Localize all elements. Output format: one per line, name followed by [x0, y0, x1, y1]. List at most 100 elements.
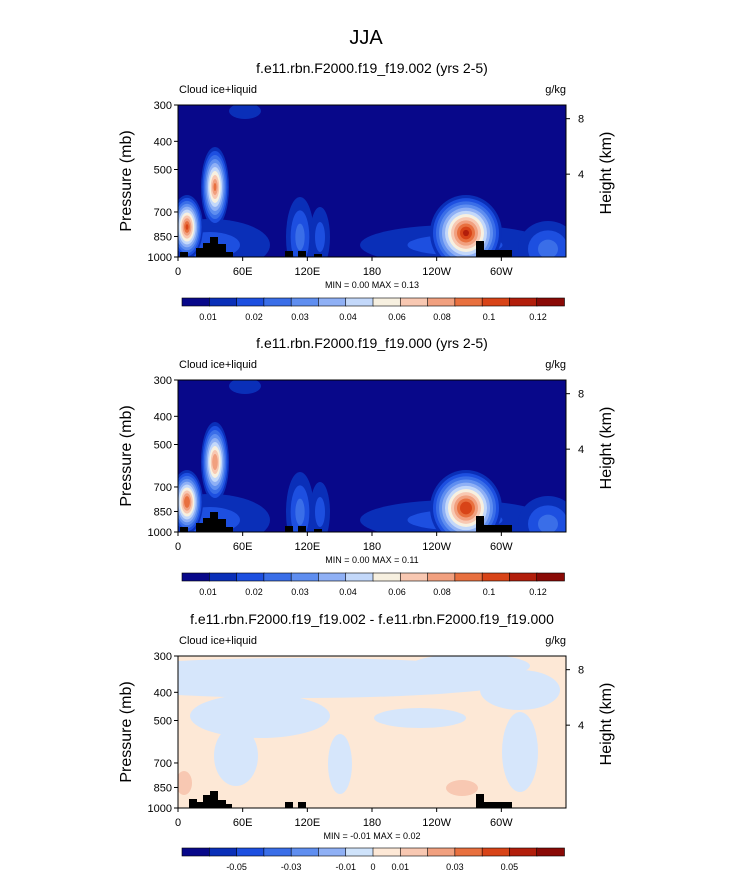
min-max-label: MIN = -0.01 MAX = 0.02 [323, 831, 420, 841]
y-tick-label: 400 [154, 687, 172, 699]
colorbar: 0.01 0.02 0.03 0.04 0.06 0.08 0.1 0.12 [181, 297, 565, 322]
contour-level [446, 780, 478, 796]
x-tick-label: 120E [294, 266, 320, 278]
contour-level [295, 498, 305, 526]
variable-label: Cloud ice+liquid [179, 84, 257, 96]
colorbar-swatch [372, 297, 402, 307]
colorbar-swatch [208, 847, 238, 857]
colorbar-swatch [181, 847, 211, 857]
colorbar-swatch [427, 847, 456, 857]
terrain-mask [285, 802, 293, 808]
x-tick-label: 60E [233, 817, 253, 829]
min-max-label: MIN = 0.00 MAX = 0.11 [325, 555, 418, 565]
units-label: g/kg [545, 635, 566, 647]
terrain-mask [494, 525, 502, 532]
contour-level [328, 734, 352, 794]
x-tick-label: 180 [363, 817, 381, 829]
colorbar-swatch [536, 572, 565, 582]
colorbar-label: 0.06 [388, 312, 406, 322]
colorbar-swatch [372, 847, 402, 857]
y-right-axis-title: Height (km) [598, 132, 615, 215]
colorbar-label: 0.04 [339, 312, 357, 322]
colorbar-swatch [454, 297, 483, 307]
x-tick-label: 120W [422, 817, 451, 829]
contour-level [213, 183, 217, 191]
panel-title: f.e11.rbn.F2000.f19_f19.002 - f.e11.rbn.… [190, 611, 554, 627]
y-tick-label: 500 [154, 715, 172, 727]
contour-level [229, 380, 261, 394]
y-tick-label: 850 [154, 506, 172, 518]
panel-title: f.e11.rbn.F2000.f19_f19.002 (yrs 2-5) [256, 60, 488, 76]
terrain-mask [314, 529, 322, 532]
y-tick-label: 850 [154, 231, 172, 243]
y-right-axis-title: Height (km) [598, 683, 615, 766]
y-right-tick-label: 4 [578, 720, 584, 732]
x-tick-label: 0 [175, 541, 181, 553]
colorbar-label: 0.1 [483, 587, 496, 597]
x-tick-label: 60E [233, 541, 253, 553]
terrain-mask [494, 250, 502, 257]
colorbar-label: 0.1 [483, 312, 496, 322]
contour-level [374, 708, 466, 728]
panel-1: f.e11.rbn.F2000.f19_f19.002 (yrs 2-5) Clo… [118, 60, 615, 322]
colorbar-swatch [236, 847, 265, 857]
contour-level [190, 694, 330, 738]
colorbar-swatch [481, 847, 511, 857]
colorbar-swatch [290, 297, 320, 307]
x-tick-label: 0 [175, 266, 181, 278]
x-tick-label: 60W [490, 541, 513, 553]
terrain-mask [298, 526, 306, 532]
terrain-mask [180, 252, 188, 257]
x-tick-label: 180 [363, 541, 381, 553]
x-tick-label: 60W [490, 817, 513, 829]
y-tick-label: 400 [154, 136, 172, 148]
y-tick-label: 700 [154, 758, 172, 770]
colorbar-swatch [318, 572, 347, 582]
x-tick-label: 60W [490, 266, 513, 278]
units-label: g/kg [545, 359, 566, 371]
y-tick-label: 1000 [148, 252, 172, 264]
colorbar-swatch [290, 847, 320, 857]
contour-level [213, 458, 217, 466]
colorbar-swatch [290, 572, 320, 582]
terrain-mask [285, 526, 293, 532]
x-tick-label: 120E [294, 541, 320, 553]
terrain-mask [203, 518, 211, 532]
colorbar: -0.05 -0.03 -0.01 0 0.01 0.03 0.05 [181, 847, 565, 872]
terrain-mask [180, 527, 188, 532]
terrain-mask [476, 516, 484, 532]
x-tick-label: 120E [294, 817, 320, 829]
terrain-mask [210, 512, 218, 532]
contour-field [178, 380, 566, 532]
terrain-mask [196, 248, 204, 257]
y-right-tick-label: 4 [578, 444, 584, 456]
colorbar-swatch [399, 847, 429, 857]
contour-field [178, 105, 566, 257]
colorbar-swatch [399, 572, 429, 582]
colorbar-label: 0.01 [199, 587, 217, 597]
colorbar-swatch [345, 847, 374, 857]
y-tick-label: 400 [154, 411, 172, 423]
contour-level [538, 239, 558, 257]
panel-3: f.e11.rbn.F2000.f19_f19.002 - f.e11.rbn.… [118, 611, 615, 872]
colorbar-label: 0.08 [433, 587, 451, 597]
panel-2: f.e11.rbn.F2000.f19_f19.000 (yrs 2-5) Clo… [118, 335, 615, 597]
terrain-mask [218, 519, 226, 532]
colorbar-label: 0.05 [501, 862, 519, 872]
y-tick-label: 300 [154, 651, 172, 663]
colorbar-label: 0.01 [199, 312, 217, 322]
y-tick-label: 500 [154, 164, 172, 176]
colorbar-swatch [181, 572, 211, 582]
x-tick-label: 180 [363, 266, 381, 278]
terrain-mask [494, 802, 502, 808]
terrain-mask [224, 804, 232, 808]
contour-level [214, 726, 258, 786]
y-tick-label: 1000 [148, 527, 172, 539]
colorbar-label: 0.02 [245, 312, 263, 322]
colorbar-label: 0.01 [392, 862, 410, 872]
colorbar-swatch [427, 297, 456, 307]
terrain-mask [218, 800, 226, 808]
terrain-mask [314, 254, 322, 257]
colorbar-swatch [372, 572, 402, 582]
